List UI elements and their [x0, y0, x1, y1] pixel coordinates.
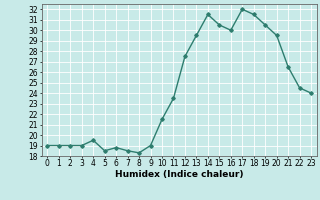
- X-axis label: Humidex (Indice chaleur): Humidex (Indice chaleur): [115, 170, 244, 179]
